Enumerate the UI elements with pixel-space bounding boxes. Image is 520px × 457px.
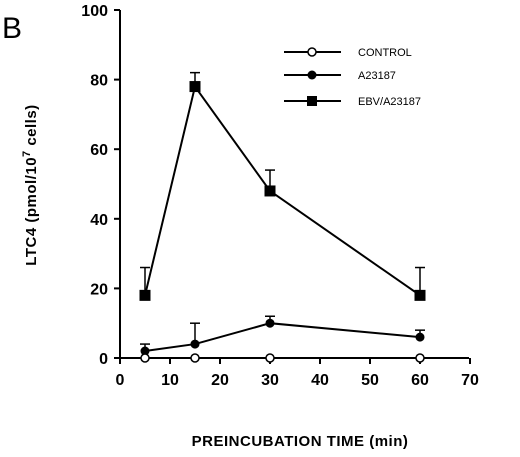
data-point: [415, 332, 425, 342]
legend-marker: [307, 96, 317, 106]
series-line: [144, 84, 421, 297]
legend-label: A23187: [358, 70, 396, 82]
data-point: [140, 346, 150, 356]
legend-label: EBV/A23187: [358, 96, 421, 108]
legend-marker: [307, 47, 317, 57]
x-tick-label: 30: [261, 372, 279, 389]
y-axis-label-main: LTC4 (pmol/10: [23, 157, 40, 266]
y-tick-label: 100: [81, 3, 108, 20]
series-ebv-a23187: [139, 71, 426, 301]
series-line: [144, 322, 421, 353]
series-a23187: [140, 315, 425, 356]
y-ticks: 0 20 40 60 80 100: [81, 3, 120, 368]
x-ticks: 0 10 20 30 40 50 60 70: [116, 358, 479, 389]
x-tick-label: 10: [161, 372, 179, 389]
data-point: [265, 318, 275, 328]
y-tick-label: 40: [90, 212, 108, 229]
data-point: [139, 289, 151, 301]
data-point: [414, 289, 426, 301]
y-tick-label: 20: [90, 281, 108, 298]
y-tick-label: 60: [90, 142, 108, 159]
data-point: [189, 81, 201, 93]
panel-label: B: [2, 12, 22, 45]
data-point: [140, 353, 150, 363]
x-tick-label: 60: [411, 372, 429, 389]
data-point: [264, 185, 276, 197]
legend-marker: [307, 70, 317, 80]
y-tick-label: 0: [99, 351, 108, 368]
y-axis-label: LTC4 (pmol/107 cells): [21, 104, 40, 265]
y-tick-label: 80: [90, 73, 108, 90]
data-point: [265, 353, 275, 363]
x-tick-label: 70: [461, 372, 479, 389]
series-control: [140, 353, 425, 363]
x-tick-label: 20: [211, 372, 229, 389]
x-axis-label: PREINCUBATION TIME (min): [192, 433, 409, 450]
x-tick-label: 40: [311, 372, 329, 389]
data-point: [190, 339, 200, 349]
x-tick-label: 0: [116, 372, 125, 389]
x-tick-label: 50: [361, 372, 379, 389]
legend-label: CONTROL: [358, 47, 412, 59]
legend: CONTROL A23187 EBV/A23187: [284, 47, 421, 108]
data-point: [415, 353, 425, 363]
y-axis-label-superscript: 7: [21, 150, 33, 157]
y-axis-label-end: cells): [23, 104, 40, 150]
plot-area: [139, 71, 426, 363]
data-point: [190, 353, 200, 363]
